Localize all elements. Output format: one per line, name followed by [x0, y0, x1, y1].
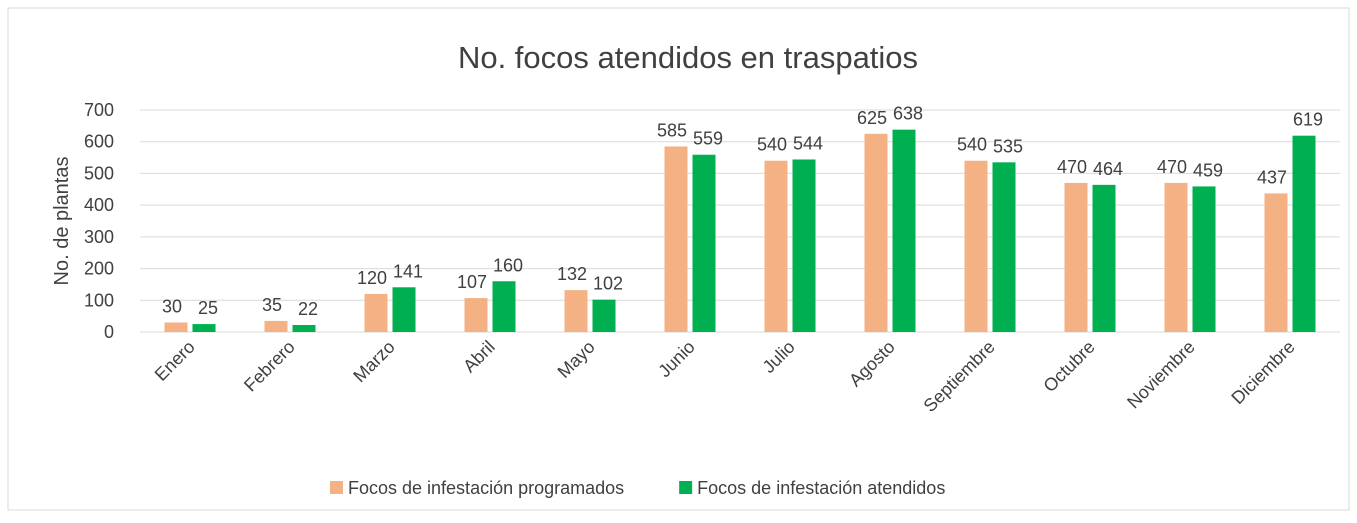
data-label: 459	[1193, 160, 1223, 180]
data-label: 638	[893, 104, 923, 124]
data-label: 625	[857, 108, 887, 128]
bar	[1164, 182, 1188, 332]
bar	[692, 154, 716, 332]
data-label: 540	[957, 135, 987, 155]
bar	[492, 281, 516, 332]
data-label: 25	[198, 298, 218, 318]
data-label: 544	[793, 133, 823, 153]
y-tick-label: 500	[84, 163, 114, 183]
bar	[892, 129, 916, 332]
bar	[792, 159, 816, 332]
bar	[1064, 182, 1088, 332]
bar	[992, 162, 1016, 332]
y-tick-label: 100	[84, 290, 114, 310]
bar	[592, 299, 616, 332]
bar	[964, 160, 988, 332]
legend-swatch	[679, 481, 693, 494]
y-tick-label: 700	[84, 100, 114, 120]
chart-title: No. focos atendidos en traspatios	[458, 40, 918, 75]
data-label: 540	[757, 135, 787, 155]
y-tick-label: 300	[84, 227, 114, 247]
y-tick-label: 400	[84, 195, 114, 215]
data-label: 107	[457, 272, 487, 292]
data-label: 141	[393, 261, 423, 281]
bar	[1192, 186, 1216, 332]
bar	[1264, 193, 1288, 332]
data-label: 470	[1157, 157, 1187, 177]
data-label: 132	[557, 264, 587, 284]
data-label: 470	[1057, 157, 1087, 177]
bar	[164, 322, 188, 332]
legend-label: Focos de infestación programados	[348, 478, 624, 498]
data-label: 437	[1257, 167, 1287, 187]
data-label: 30	[162, 296, 182, 316]
data-label: 120	[357, 268, 387, 288]
data-label: 619	[1293, 110, 1323, 130]
data-label: 535	[993, 136, 1023, 156]
bar	[764, 160, 788, 332]
data-label: 559	[693, 129, 723, 149]
bar	[464, 298, 488, 332]
bar	[292, 325, 316, 332]
bar	[192, 324, 216, 332]
data-label: 102	[593, 274, 623, 294]
y-tick-label: 600	[84, 132, 114, 152]
bar	[664, 146, 688, 332]
y-axis-label: No. de plantas	[51, 157, 73, 286]
bar	[564, 290, 588, 332]
bar	[1292, 135, 1316, 332]
data-label: 464	[1093, 159, 1123, 179]
legend-label: Focos de infestación atendidos	[697, 478, 945, 498]
bar	[364, 293, 388, 332]
legend-swatch	[330, 481, 343, 494]
data-label: 22	[298, 299, 318, 319]
bar	[864, 133, 888, 332]
bar	[392, 287, 416, 332]
bar	[1092, 184, 1116, 332]
data-label: 160	[493, 255, 523, 275]
data-label: 35	[262, 295, 282, 315]
y-tick-label: 200	[84, 259, 114, 279]
data-label: 585	[657, 120, 687, 140]
y-tick-label: 0	[104, 322, 114, 342]
bar	[264, 320, 288, 332]
